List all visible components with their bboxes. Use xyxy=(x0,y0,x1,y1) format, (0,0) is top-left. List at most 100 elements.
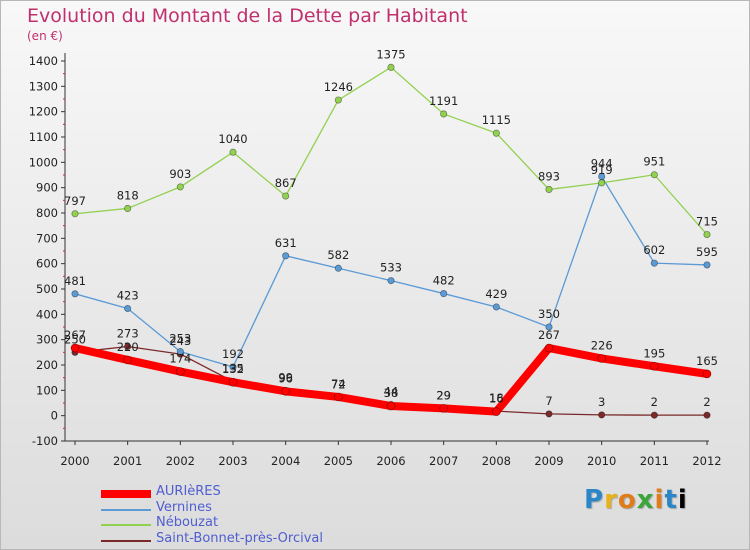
data-point xyxy=(703,261,711,269)
data-point xyxy=(70,343,80,353)
data-label: 273 xyxy=(117,327,139,341)
data-point xyxy=(492,303,500,311)
series-layer xyxy=(70,63,712,419)
labels-layer: 250 273 243 135 99 72 44 29 18 7 3 2 2 481 423 253 192 63… xyxy=(64,47,718,409)
data-label: 602 xyxy=(643,243,665,257)
y-tick-label: 0 xyxy=(51,409,58,423)
data-point xyxy=(491,407,501,416)
data-point xyxy=(124,204,132,212)
data-label: 243 xyxy=(169,334,191,348)
data-label: 16 xyxy=(489,392,504,406)
legend-swatch xyxy=(101,539,151,542)
data-label: 1246 xyxy=(324,80,353,94)
data-label: 250 xyxy=(64,332,86,346)
data-point xyxy=(176,183,184,191)
logo-letter: i xyxy=(677,485,688,515)
data-point xyxy=(492,129,500,137)
x-tick-label: 2012 xyxy=(692,454,721,468)
data-point xyxy=(176,348,184,356)
series-line-2 xyxy=(74,66,708,236)
data-point xyxy=(650,259,658,267)
legend-label: AURIèRES xyxy=(156,484,221,499)
y-tick-label: 1100 xyxy=(29,130,58,144)
legend-label: Nébouzat xyxy=(156,515,219,530)
logo-letter: i xyxy=(654,485,665,515)
data-point xyxy=(282,192,290,200)
y-tick-label: 300 xyxy=(36,333,58,347)
legend-item: Saint-Bonnet-près-Orcival xyxy=(101,531,401,549)
y-tick-label: 200 xyxy=(36,358,58,372)
logo-letter: o xyxy=(617,485,637,515)
legend-swatch xyxy=(101,490,151,498)
data-label: 267 xyxy=(64,328,86,342)
y-tick-label: 400 xyxy=(36,307,58,321)
data-label: 1375 xyxy=(376,47,405,61)
x-tick-label: 2005 xyxy=(324,454,353,468)
legend-item: Vernines xyxy=(101,499,401,518)
legend-item: AURIèRES xyxy=(101,484,401,502)
data-label: 903 xyxy=(169,167,191,181)
data-point xyxy=(229,363,237,371)
data-label: 797 xyxy=(64,194,86,208)
x-tick-label: 2007 xyxy=(429,454,458,468)
data-label: 44 xyxy=(384,385,399,399)
x-tick-label: 2002 xyxy=(166,454,195,468)
legend-swatch xyxy=(101,508,151,511)
y-tick-label: -100 xyxy=(32,434,58,448)
data-label: 1191 xyxy=(429,94,458,108)
x-tick-label: 2004 xyxy=(271,454,300,468)
data-label: 867 xyxy=(275,176,297,190)
data-point xyxy=(702,369,712,379)
data-label: 72 xyxy=(331,377,346,391)
data-point xyxy=(439,403,449,413)
data-label: 1040 xyxy=(218,132,247,146)
logo-letter: P xyxy=(584,485,605,515)
data-point xyxy=(650,411,658,419)
logo-letter: t xyxy=(664,485,678,515)
x-tick-label: 2009 xyxy=(534,454,563,468)
data-point xyxy=(228,377,238,387)
data-label: 18 xyxy=(489,391,504,405)
data-label: 919 xyxy=(591,163,613,177)
data-label: 533 xyxy=(380,261,402,275)
data-label: 893 xyxy=(538,169,560,183)
x-tick-label: 2008 xyxy=(482,454,511,468)
data-point xyxy=(386,401,396,411)
y-tick-label: 1200 xyxy=(29,105,58,119)
y-tick-label: 700 xyxy=(36,231,58,245)
data-point xyxy=(544,343,554,353)
data-label: 99 xyxy=(278,371,293,385)
y-tick-label: 800 xyxy=(36,206,58,220)
y-tick-label: 1400 xyxy=(29,54,58,68)
data-label: 38 xyxy=(384,386,399,400)
legend-label: Vernines xyxy=(156,499,212,515)
data-label: 429 xyxy=(485,287,507,301)
data-label: 951 xyxy=(643,155,665,169)
data-point xyxy=(703,230,711,239)
data-label: 29 xyxy=(436,388,451,402)
y-tick-label: 1300 xyxy=(29,79,58,93)
data-label: 192 xyxy=(222,347,244,361)
data-label: 818 xyxy=(117,188,139,202)
x-tick-label: 2003 xyxy=(218,454,247,468)
data-label: 715 xyxy=(696,215,718,229)
data-label: 481 xyxy=(64,274,86,288)
data-point xyxy=(71,210,79,218)
data-point xyxy=(440,290,448,298)
data-point xyxy=(124,304,132,313)
data-label: 220 xyxy=(117,340,139,354)
data-label: 3 xyxy=(598,395,605,409)
data-point xyxy=(703,411,711,419)
data-label: 267 xyxy=(538,328,560,342)
data-label: 96 xyxy=(278,371,293,385)
data-label: 1115 xyxy=(482,113,511,127)
data-point xyxy=(649,361,659,371)
data-point xyxy=(229,148,237,156)
data-label: 132 xyxy=(222,362,244,376)
data-point xyxy=(71,290,79,298)
axes: -100 0 100 200 300 400 500 600 700 800 900 1000 1100… xyxy=(29,53,722,468)
data-point xyxy=(598,411,606,419)
chart-title: Evolution du Montant de la Dette par Hab… xyxy=(27,5,468,27)
